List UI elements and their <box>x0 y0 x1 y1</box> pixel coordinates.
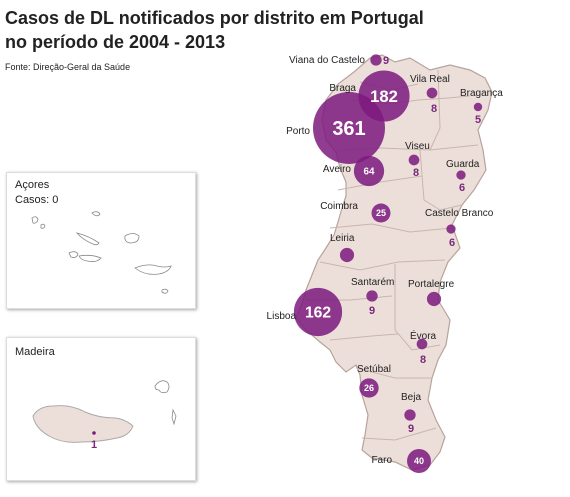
district-value-braga: 182 <box>370 87 398 106</box>
district-name-viana-do-castelo: Viana do Castelo <box>289 55 365 66</box>
district-value-guarda: 6 <box>459 182 465 194</box>
island-corvo <box>40 223 46 229</box>
district-name-porto: Porto <box>286 126 310 137</box>
island-pico <box>78 254 102 262</box>
district-value-faro: 40 <box>414 456 424 466</box>
island-santa-maria <box>161 288 169 294</box>
district-faro: Faro 40 <box>371 449 431 473</box>
district-lisboa: Lisboa 162 <box>267 287 343 337</box>
district-guarda: Guarda 6 <box>446 159 480 194</box>
district-value-santarem: 9 <box>369 305 375 317</box>
madeira-inset: Madeira 1 <box>6 337 196 481</box>
bubble-beja <box>404 409 416 421</box>
district-vila-real: Vila Real 8 <box>410 74 450 115</box>
madeira-title: Madeira <box>15 346 55 358</box>
madeira-dot <box>92 431 96 435</box>
district-value-vila-real: 8 <box>431 103 437 115</box>
district-value-castelo-branco: 6 <box>449 237 455 249</box>
district-value-viseu: 8 <box>413 167 419 179</box>
district-name-leiria: Leiria <box>330 233 355 244</box>
district-value-evora: 8 <box>420 354 426 366</box>
district-name-santarem: Santarém <box>351 277 394 288</box>
island-flores <box>31 216 39 224</box>
district-viseu: Viseu 8 <box>405 141 430 179</box>
acores-inset: Açores Casos: 0 <box>6 172 196 309</box>
district-setubal: Setúbal 26 <box>357 364 391 398</box>
bubble-coimbra <box>371 203 391 223</box>
district-value-viana-do-castelo: 9 <box>383 55 389 67</box>
district-coimbra: Coimbra 25 <box>320 201 391 223</box>
district-aveiro: Aveiro 64 <box>323 155 385 187</box>
district-name-faro: Faro <box>371 455 392 466</box>
bubble-evora <box>416 338 428 350</box>
title-line-1: Casos de DL notificados por distrito em … <box>5 8 424 28</box>
district-name-castelo-branco: Castelo Branco <box>425 208 494 219</box>
district-name-braga: Braga <box>329 83 356 94</box>
island-madeira <box>32 405 134 443</box>
island-faial <box>68 251 79 258</box>
island-terceira <box>124 233 140 244</box>
district-name-beja: Beja <box>401 392 421 403</box>
district-value-porto: 361 <box>332 118 365 140</box>
district-name-braganca: Bragança <box>460 88 503 99</box>
district-value-aveiro: 64 <box>364 167 375 178</box>
district-name-viseu: Viseu <box>405 141 430 152</box>
district-castelo-branco: Castelo Branco 6 <box>425 208 494 249</box>
island-sao-jorge <box>75 232 100 246</box>
bubble-braganca <box>473 102 483 112</box>
bubble-castelo-branco <box>446 224 456 234</box>
madeira-value: 1 <box>91 439 97 451</box>
bubble-viseu <box>408 154 420 166</box>
district-braga: Braga 182 <box>329 70 410 122</box>
district-value-braganca: 5 <box>475 114 481 126</box>
bubble-guarda <box>456 170 466 180</box>
bubble-portalegre <box>426 291 442 307</box>
bubble-leiria <box>339 247 355 263</box>
district-name-aveiro: Aveiro <box>323 164 352 175</box>
district-name-portalegre: Portalegre <box>408 279 455 290</box>
district-viana-do-castelo: Viana do Castelo 9 <box>289 54 389 67</box>
title-line-2: no período de 2004 - 2013 <box>5 32 226 52</box>
district-name-lisboa: Lisboa <box>267 311 297 322</box>
bubble-lisboa <box>293 287 343 337</box>
district-name-setubal: Setúbal <box>357 364 391 375</box>
bubble-vila-real <box>426 87 438 99</box>
district-value-leiria: 14 <box>0 0 7 3</box>
bubble-viana-do-castelo <box>370 54 382 66</box>
district-value-coimbra: 25 <box>376 208 386 218</box>
acores-title: Açores <box>15 179 50 191</box>
district-value-portalegre: 14 <box>0 0 7 3</box>
madeira-islands: 1 <box>32 380 177 451</box>
island-porto-santo <box>154 380 170 394</box>
acores-cases-label: Casos: 0 <box>15 194 59 206</box>
district-value-lisboa: 162 <box>305 305 331 322</box>
district-portalegre: Portalegre 14 <box>0 0 455 307</box>
district-leiria: Leiria 14 <box>0 0 355 263</box>
district-value-setubal: 26 <box>364 383 374 393</box>
island-graciosa <box>91 211 101 217</box>
bubble-santarem <box>366 290 378 302</box>
bubble-braga <box>358 70 410 122</box>
district-evora: Évora 8 <box>410 329 437 366</box>
acores-islands <box>31 211 172 294</box>
district-value-beja: 9 <box>408 423 414 435</box>
district-name-evora: Évora <box>410 329 437 342</box>
bubble-aveiro <box>353 155 385 187</box>
district-braganca: Bragança 5 <box>460 88 503 126</box>
island-desertas <box>171 408 177 426</box>
district-name-vila-real: Vila Real <box>410 74 450 85</box>
source-note: Fonte: Direção-Geral da Saúde <box>5 62 131 72</box>
bubble-setubal <box>359 378 379 398</box>
bubble-faro <box>407 449 431 473</box>
map-title: Casos de DL notificados por distrito em … <box>5 6 425 54</box>
district-markers: Porto 361 Braga 182 Lisboa 162 Aveiro 64 Faro 40 S… <box>0 0 503 473</box>
district-santarem: Santarém 9 <box>351 277 394 317</box>
district-name-coimbra: Coimbra <box>320 201 358 212</box>
island-sao-miguel <box>134 264 172 275</box>
district-beja: Beja 9 <box>401 392 421 435</box>
district-name-guarda: Guarda <box>446 159 480 170</box>
